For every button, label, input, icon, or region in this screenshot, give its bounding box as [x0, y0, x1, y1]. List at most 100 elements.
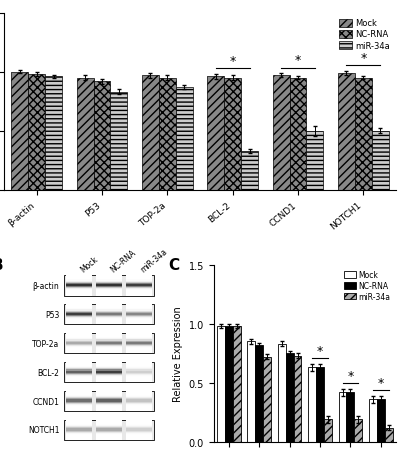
Bar — [66, 419, 92, 420]
Bar — [66, 307, 92, 308]
Bar — [66, 395, 92, 396]
Bar — [96, 311, 122, 312]
Bar — [96, 377, 122, 378]
Bar — [126, 368, 152, 370]
Bar — [372, 132, 389, 191]
Bar — [338, 74, 355, 191]
Bar — [66, 345, 92, 346]
Text: NC-RNA: NC-RNA — [109, 248, 138, 274]
Bar — [96, 432, 122, 433]
Bar — [126, 396, 152, 397]
Bar — [126, 345, 152, 346]
Bar — [126, 311, 152, 312]
Bar — [126, 364, 152, 365]
Bar — [66, 423, 92, 424]
Bar — [126, 351, 152, 353]
Bar — [66, 332, 92, 333]
Bar — [308, 368, 316, 442]
Bar — [96, 319, 122, 321]
Bar — [126, 313, 152, 314]
Bar — [126, 407, 152, 408]
Bar — [126, 378, 152, 379]
Bar — [66, 405, 92, 406]
Bar — [96, 421, 122, 422]
Y-axis label: Relative Expression: Relative Expression — [173, 306, 183, 401]
Bar — [126, 315, 152, 316]
Bar — [96, 275, 122, 276]
Bar — [66, 294, 92, 295]
Bar — [66, 363, 92, 364]
Bar — [96, 376, 122, 377]
Text: C: C — [168, 258, 179, 273]
Bar — [96, 394, 122, 395]
Bar — [96, 410, 122, 411]
Bar — [96, 284, 122, 285]
Bar — [176, 88, 193, 191]
Bar — [66, 378, 92, 379]
Bar — [66, 406, 92, 407]
Bar — [96, 307, 122, 308]
Bar — [126, 369, 152, 371]
Bar — [96, 368, 122, 370]
Bar — [369, 400, 377, 442]
Bar — [126, 372, 152, 373]
Bar — [126, 340, 152, 341]
Bar — [66, 362, 92, 363]
Bar — [96, 287, 122, 289]
Bar — [96, 344, 122, 345]
Bar — [96, 283, 122, 284]
Bar — [66, 281, 92, 282]
Bar — [96, 400, 122, 402]
Bar — [96, 316, 122, 317]
Text: *: * — [317, 344, 323, 357]
Bar — [96, 315, 122, 316]
Bar — [66, 422, 92, 423]
Bar — [66, 394, 92, 395]
Bar — [96, 427, 122, 428]
Bar — [126, 437, 152, 438]
Bar — [66, 431, 92, 432]
Bar — [126, 312, 152, 313]
Bar — [126, 284, 152, 285]
Bar — [66, 279, 92, 280]
Bar — [126, 363, 152, 364]
Bar — [126, 435, 152, 436]
Bar — [76, 78, 94, 191]
Text: *: * — [378, 376, 384, 389]
Bar — [126, 425, 152, 426]
Bar — [96, 390, 122, 391]
Bar — [126, 337, 152, 339]
Bar — [96, 366, 122, 368]
Bar — [126, 353, 152, 354]
Bar — [126, 348, 152, 350]
Bar — [96, 305, 122, 307]
Bar — [96, 362, 122, 363]
Bar — [66, 371, 92, 372]
Bar — [96, 424, 122, 425]
Bar — [126, 304, 152, 305]
Bar — [96, 285, 122, 286]
Text: NOTCH1: NOTCH1 — [28, 426, 60, 434]
Bar — [66, 286, 92, 287]
Bar — [126, 333, 152, 334]
Text: β-actin: β-actin — [33, 281, 60, 290]
Bar — [126, 282, 152, 283]
Bar — [96, 425, 122, 426]
Bar — [66, 347, 92, 348]
Bar — [96, 373, 122, 374]
Bar — [66, 364, 92, 365]
Bar — [96, 303, 122, 304]
Bar — [126, 426, 152, 428]
Bar — [96, 436, 122, 437]
Bar — [126, 318, 152, 319]
Bar — [126, 276, 152, 278]
Bar — [126, 408, 152, 409]
Bar — [66, 433, 92, 434]
Bar — [96, 420, 122, 421]
Bar — [66, 439, 92, 440]
Bar — [66, 337, 92, 339]
Bar — [126, 366, 152, 368]
Bar — [66, 295, 92, 296]
Bar — [126, 285, 152, 286]
Bar — [126, 395, 152, 396]
